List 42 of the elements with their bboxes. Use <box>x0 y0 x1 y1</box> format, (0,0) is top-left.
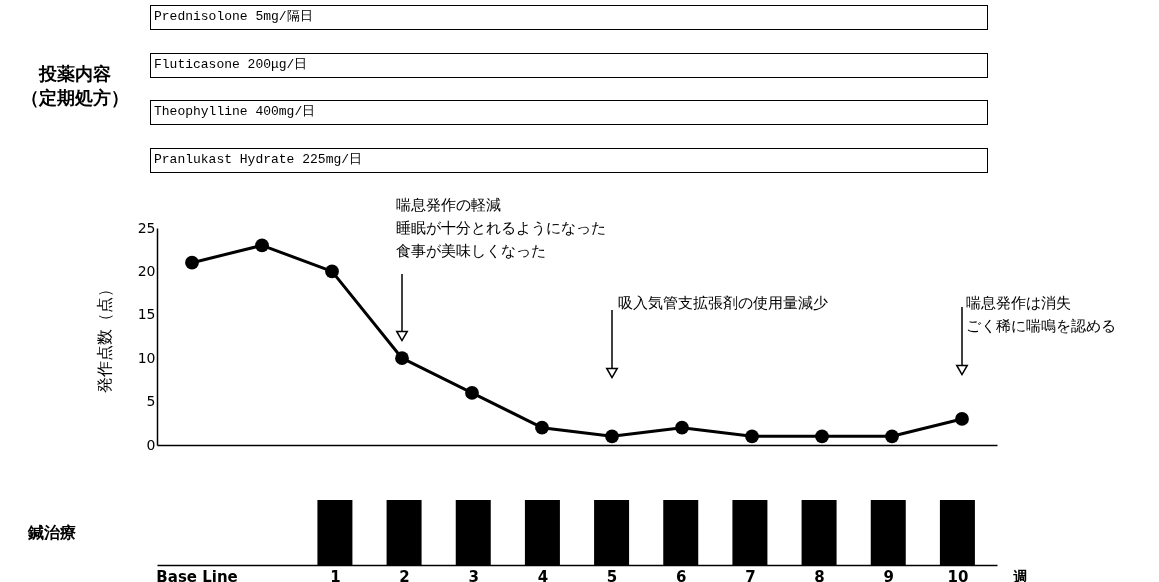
point <box>465 386 479 400</box>
annotation: 喘息発作は消失 <box>966 294 1071 312</box>
text: Theophylline 400mg/日 <box>150 100 988 125</box>
y-tick-label: 20 <box>137 262 156 279</box>
x-tick-label: 5 <box>606 567 618 582</box>
x-tick-label: 1 <box>330 567 341 582</box>
y-tick-label: 10 <box>137 349 156 366</box>
text: 投薬内容（定期処方） <box>20 62 130 110</box>
x-tick-label: 8 <box>814 567 825 582</box>
x-tick-label: Base Line <box>156 567 238 582</box>
text: 喘息発作の軽減 <box>396 196 501 214</box>
x-tick-label: 7 <box>745 567 756 582</box>
x-tick-label: 10 <box>947 567 969 582</box>
y-tick-label: 25 <box>137 219 156 236</box>
y-tick-label: 5 <box>146 393 156 410</box>
y-tick-label: 15 <box>137 306 156 323</box>
point <box>885 429 899 444</box>
point <box>955 412 969 426</box>
x-tick-label: 6 <box>676 567 687 582</box>
annotation: ごく稀に喘鳴を認める <box>966 317 1116 335</box>
x-tick-label: 9 <box>883 567 894 582</box>
point <box>745 429 759 444</box>
annotation: 睡眠が十分とれるようになった <box>396 219 606 237</box>
y-axis-title: 鍼治療 <box>26 522 76 542</box>
point <box>535 420 549 435</box>
y-axis-title: 発作点数（点） <box>94 281 114 393</box>
point <box>815 429 829 444</box>
text: Fluticasone 200μg/日 <box>150 53 988 78</box>
point <box>395 351 409 366</box>
x-tick-label: 3 <box>468 567 479 582</box>
text: Pranlukast Hydrate 225mg/日 <box>150 148 988 173</box>
annotation: 吸入気管支拡張剤の使用量減少 <box>618 294 828 312</box>
annotation: 食事が美味しくなった <box>396 242 546 260</box>
x-tick-label: 4 <box>537 567 549 582</box>
point <box>605 429 619 444</box>
x-tick-label: 2 <box>399 567 410 582</box>
point <box>675 420 689 435</box>
point <box>185 255 199 270</box>
text: Prednisolone 5mg/隔日 <box>150 5 988 30</box>
point <box>255 238 269 253</box>
y-tick-label: 0 <box>146 436 156 453</box>
point <box>325 264 339 279</box>
